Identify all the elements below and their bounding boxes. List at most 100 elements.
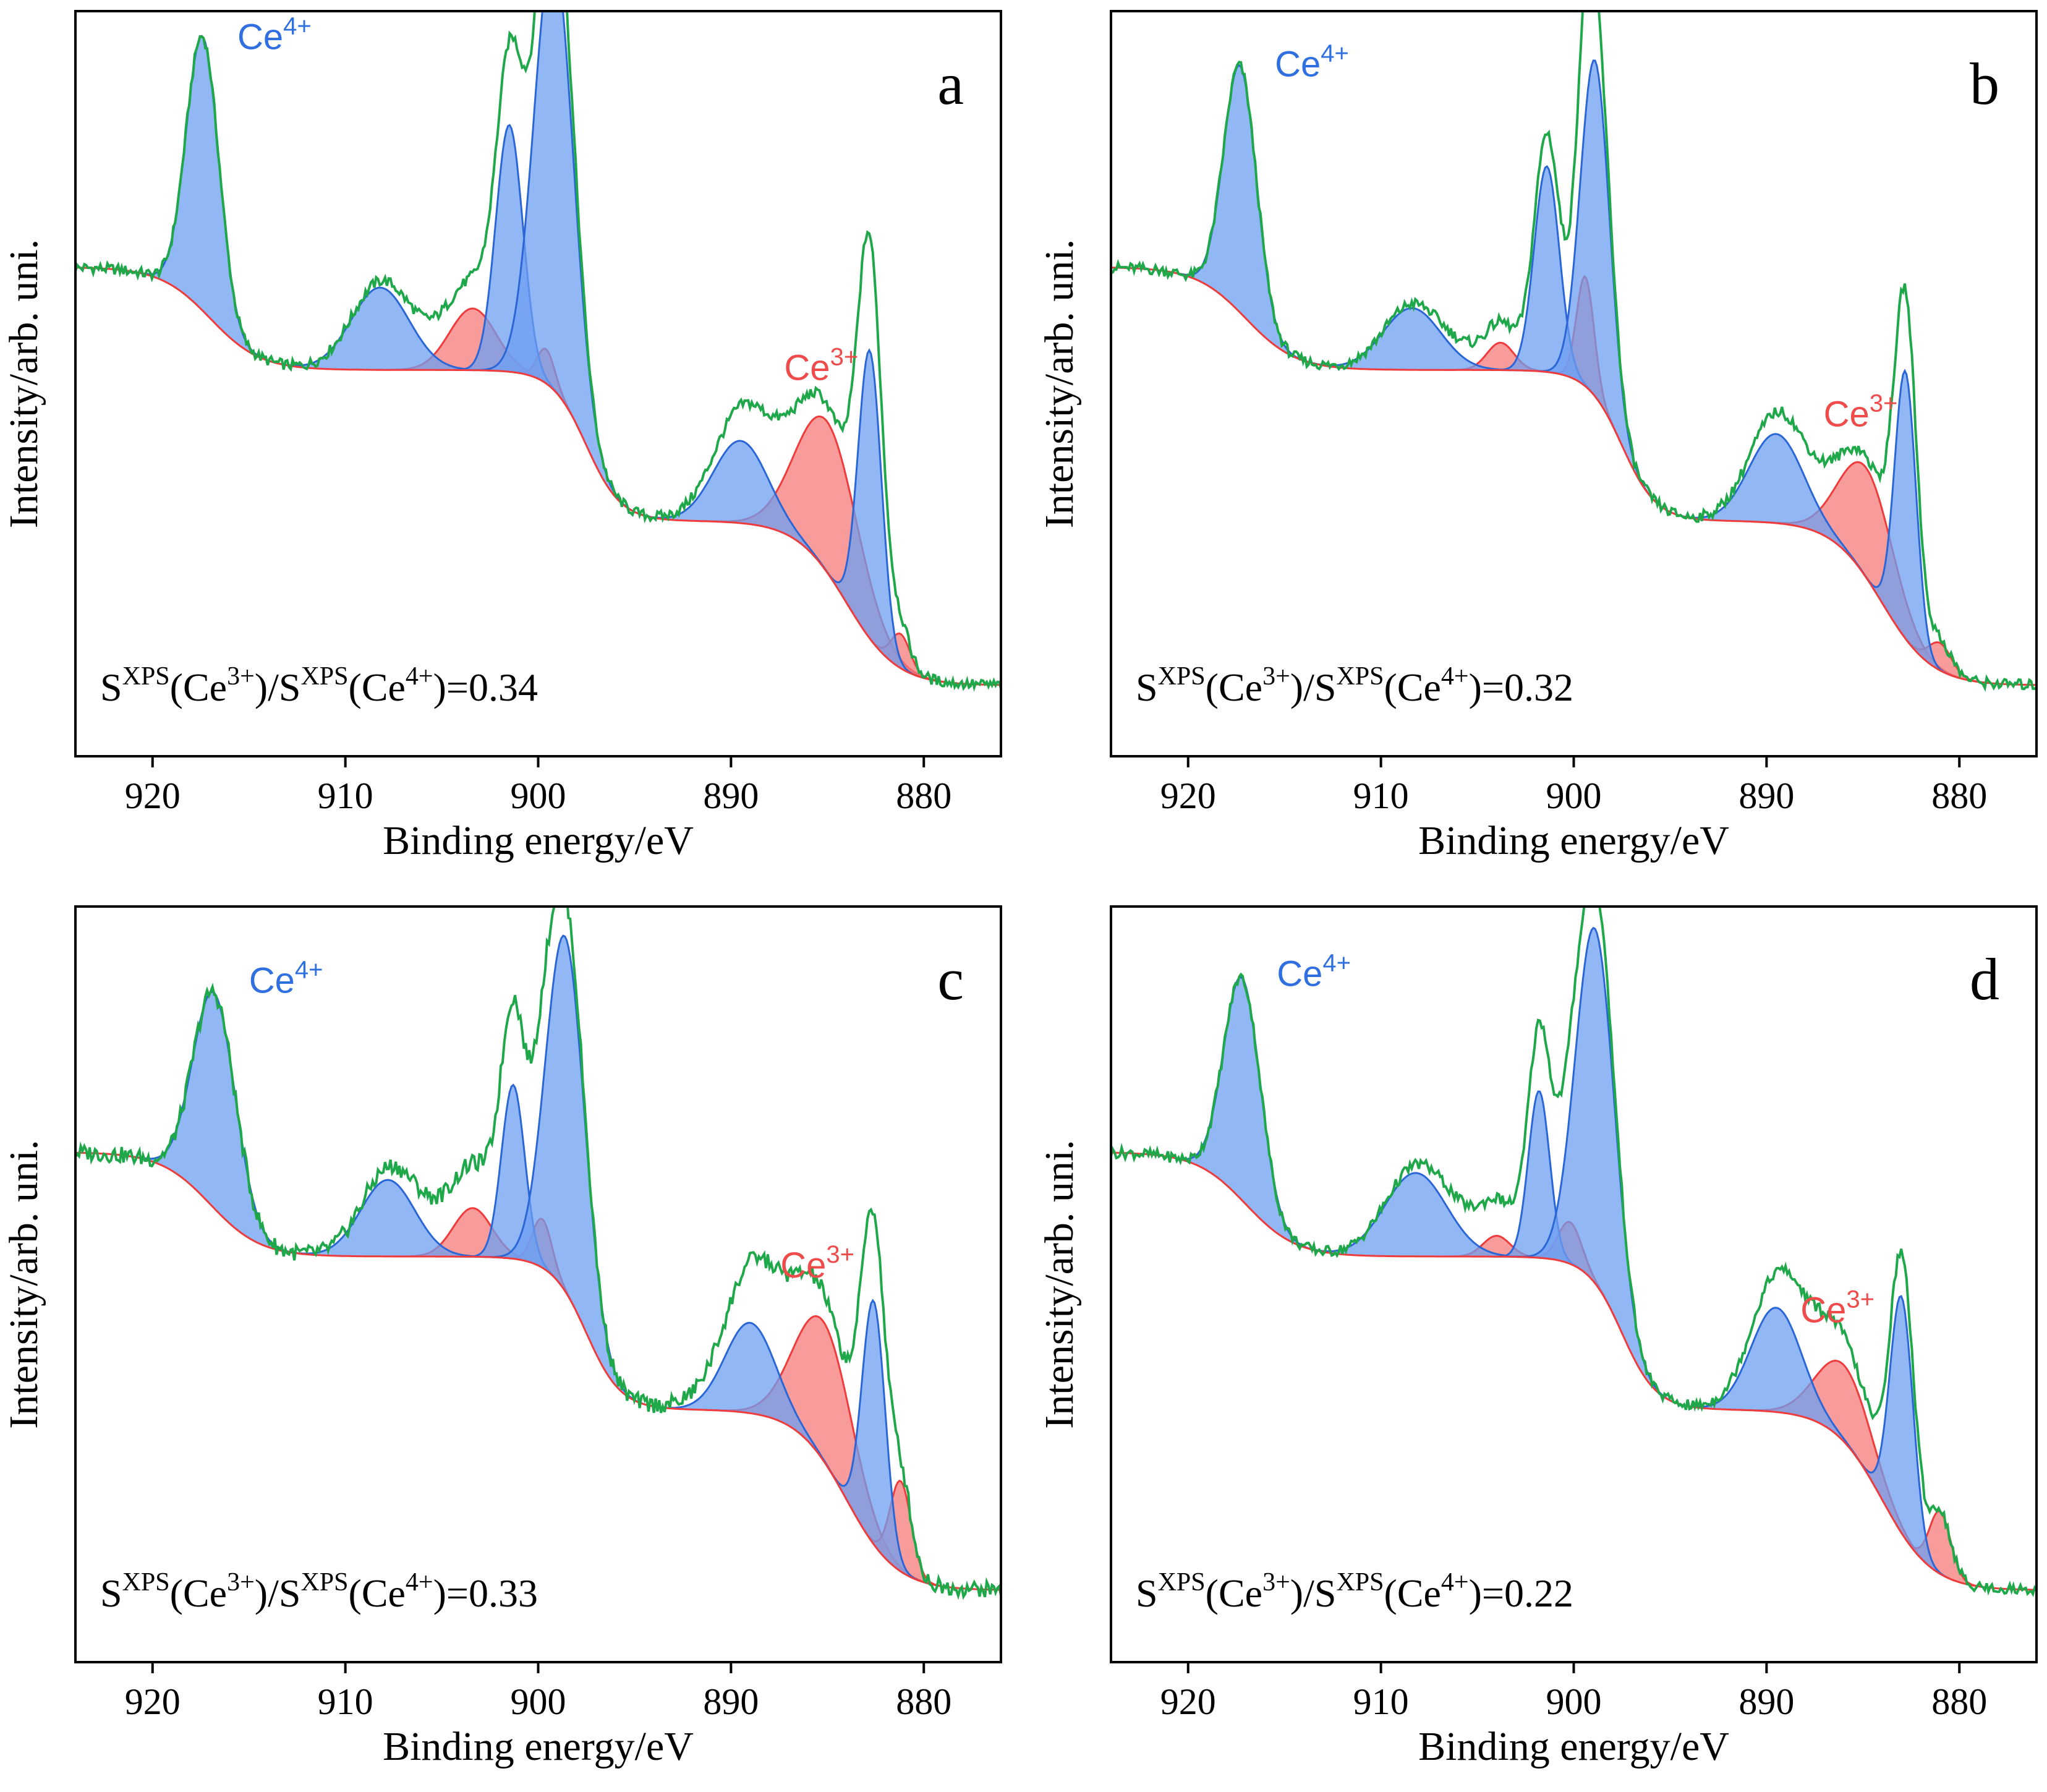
ce4-peak-3 bbox=[465, 1085, 561, 1286]
y-axis-label: Intensity/arb. uni. bbox=[1037, 239, 1082, 528]
x-tick-label: 890 bbox=[703, 775, 759, 816]
ce3-label: Ce3+ bbox=[1824, 390, 1898, 435]
background-line bbox=[75, 1151, 1001, 1591]
ce4-peak-3 bbox=[1495, 1091, 1583, 1271]
panel-letter: c bbox=[937, 946, 964, 1012]
y-axis-label: Intensity/arb. uni. bbox=[1, 239, 46, 528]
ce4-peak-1 bbox=[1171, 65, 1309, 362]
x-tick-label: 910 bbox=[318, 775, 373, 816]
plot-area bbox=[75, 907, 1001, 1600]
ce4-label: Ce4+ bbox=[249, 957, 323, 1001]
x-tick-label: 910 bbox=[1353, 775, 1409, 816]
ce3-peak-3 bbox=[704, 1316, 944, 1587]
ce4-label: Ce4+ bbox=[237, 12, 312, 57]
panel-letter: b bbox=[1970, 51, 1999, 117]
ce4-peak-3 bbox=[453, 125, 565, 404]
ratio-value: )=0.33 bbox=[433, 1571, 538, 1615]
ce4-peak-line-6 bbox=[1852, 1295, 1950, 1580]
ratio-value: )=0.32 bbox=[1469, 665, 1573, 709]
ce4-peak-4 bbox=[1515, 928, 1675, 1403]
x-axis-label: Binding energy/eV bbox=[383, 818, 694, 863]
ce4-peak-6 bbox=[823, 350, 917, 676]
ratio-annotation: SXPS(Ce3+)/SXPS(Ce4+)=0.33 bbox=[100, 1568, 538, 1615]
ratio-annotation: SXPS(Ce3+)/SXPS(Ce4+)=0.34 bbox=[100, 662, 538, 709]
y-axis-label: Intensity/arb. uni. bbox=[1037, 1140, 1082, 1428]
panel-d: 920 910 900 890 880 Binding energy/eV Intensit… bbox=[1037, 905, 2038, 1769]
ce4-peak-1 bbox=[1166, 977, 1317, 1251]
x-tick-label: 910 bbox=[1353, 1681, 1409, 1722]
panel-letter: d bbox=[1970, 946, 1999, 1012]
ce4-label: Ce4+ bbox=[1277, 949, 1351, 994]
x-tick-label: 880 bbox=[1931, 775, 1987, 816]
x-tick-label: 920 bbox=[1160, 1681, 1216, 1722]
ratio-value: )=0.22 bbox=[1469, 1571, 1573, 1615]
ce4-peak-2 bbox=[258, 288, 501, 372]
x-tick-label: 880 bbox=[1931, 1681, 1987, 1722]
experimental-spectrum bbox=[1111, 11, 2036, 692]
ratio-value: )=0.34 bbox=[433, 665, 538, 709]
ce4-peak-3 bbox=[1495, 166, 1599, 401]
ce3-peak-1 bbox=[1440, 1235, 1552, 1260]
experimental-spectrum bbox=[1111, 907, 2036, 1597]
plot-area bbox=[1111, 907, 2036, 1597]
x-tick-label: 920 bbox=[1160, 775, 1216, 816]
x-axis-label: Binding energy/eV bbox=[1418, 1724, 1729, 1769]
ce3-peak-3 bbox=[1753, 462, 1980, 682]
ce4-peak-2 bbox=[274, 1180, 501, 1258]
ce4-peak-line-4 bbox=[1515, 926, 1676, 1404]
experimental-spectrum bbox=[75, 11, 1001, 692]
ce3-peak-4 bbox=[1896, 1511, 1983, 1587]
panel-c: 920 910 900 890 880 Binding energy/eV Intensit… bbox=[1, 905, 1002, 1769]
x-tick-label: 900 bbox=[511, 1681, 566, 1722]
ce4-peak-2 bbox=[1290, 308, 1533, 371]
ce4-peak-4 bbox=[474, 11, 634, 512]
y-axis-label: Intensity/arb. uni. bbox=[1, 1140, 46, 1428]
ce3-label: Ce3+ bbox=[1800, 1286, 1875, 1330]
ce4-peak-line-2 bbox=[274, 1179, 501, 1259]
x-tick-label: 880 bbox=[896, 775, 951, 816]
x-tick-label: 900 bbox=[1546, 775, 1602, 816]
ce4-peak-5 bbox=[647, 1323, 855, 1515]
ce4-peak-line-5 bbox=[646, 1321, 856, 1516]
background-line bbox=[75, 267, 1001, 686]
ce4-peak-line-6 bbox=[1861, 369, 1950, 676]
x-tick-label: 910 bbox=[318, 1681, 373, 1722]
plot-area bbox=[1111, 11, 2036, 692]
x-axis-label: Binding energy/eV bbox=[1418, 818, 1729, 863]
ce4-peak-4 bbox=[485, 936, 645, 1405]
background-line bbox=[1111, 267, 2036, 686]
ce4-peak-1 bbox=[134, 36, 271, 362]
x-tick-label: 890 bbox=[703, 1681, 759, 1722]
ce3-peak-4 bbox=[1892, 619, 1989, 683]
ce4-peak-line-2 bbox=[258, 286, 501, 372]
ce4-peak-5 bbox=[629, 440, 854, 614]
ce4-peak-4 bbox=[1534, 60, 1656, 502]
ce4-peak-6 bbox=[826, 1300, 921, 1582]
ce4-peak-1 bbox=[125, 991, 304, 1254]
experimental-spectrum bbox=[75, 907, 1001, 1600]
ratio-annotation: SXPS(Ce3+)/SXPS(Ce4+)=0.32 bbox=[1136, 662, 1573, 709]
ce4-peak-line-5 bbox=[1671, 1307, 1881, 1496]
ce4-peak-5 bbox=[1664, 433, 1889, 614]
ce3-label: Ce3+ bbox=[780, 1241, 854, 1286]
background-line bbox=[1111, 1151, 2036, 1591]
ce4-peak-6 bbox=[1862, 370, 1949, 675]
ce3-peak-4 bbox=[856, 1480, 944, 1587]
ce4-peak-2 bbox=[1287, 1172, 1544, 1258]
x-tick-label: 900 bbox=[511, 775, 566, 816]
ce3-peak-4 bbox=[860, 625, 941, 682]
x-tick-label: 920 bbox=[125, 1681, 181, 1722]
panel-a: 920 910 900 890 880 Binding energy/eV Intensit… bbox=[1, 10, 1002, 863]
ce3-peak-1 bbox=[1444, 343, 1556, 373]
x-tick-label: 890 bbox=[1738, 775, 1794, 816]
ce3-label: Ce3+ bbox=[784, 344, 858, 388]
x-axis-label: Binding energy/eV bbox=[383, 1724, 694, 1769]
plot-area bbox=[75, 11, 1001, 692]
ce4-peak-6 bbox=[1853, 1296, 1949, 1579]
ce3-peak-1 bbox=[376, 308, 569, 410]
ce4-peak-5 bbox=[1671, 1307, 1880, 1496]
ce4-peak-line-6 bbox=[825, 1299, 921, 1582]
x-tick-label: 920 bbox=[125, 775, 181, 816]
ce4-peak-line-6 bbox=[822, 348, 918, 677]
